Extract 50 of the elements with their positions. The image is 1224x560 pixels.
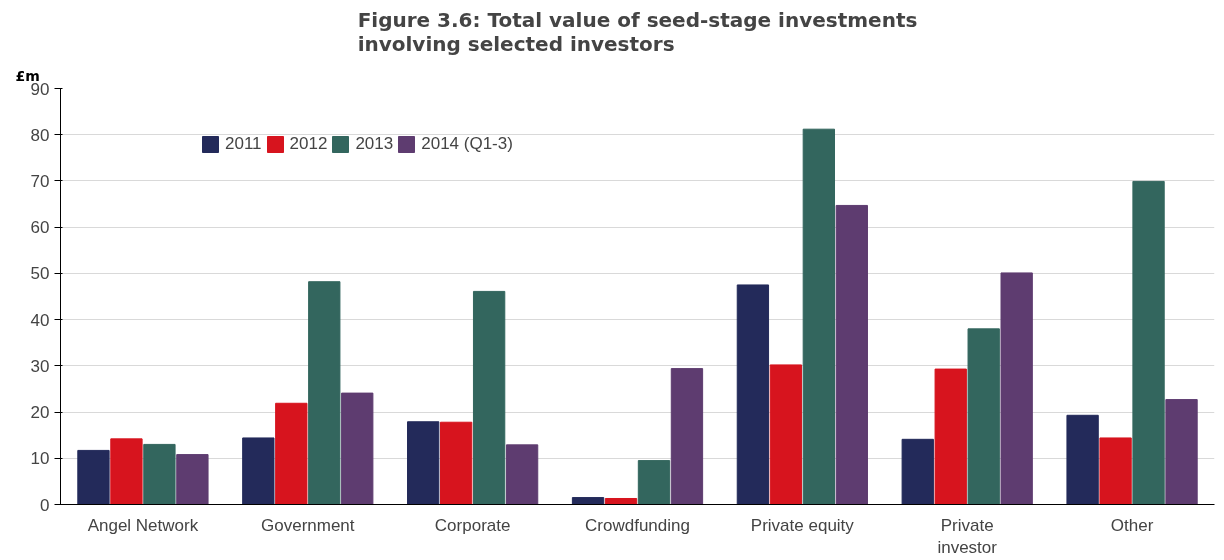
bar [143, 443, 176, 505]
x-tick-label: Other [1110, 515, 1154, 535]
bar [1132, 180, 1165, 505]
bar [967, 328, 1000, 505]
y-axis-title: £m [15, 67, 40, 84]
bar [1066, 414, 1099, 505]
bar [1165, 399, 1198, 505]
x-tick-label: Private investor [937, 515, 998, 558]
y-tick-label: 60 [30, 218, 50, 238]
bar [1099, 437, 1132, 505]
y-tick-label: 50 [30, 264, 50, 284]
y-tick-label: 30 [30, 356, 50, 376]
bar [308, 281, 341, 505]
bar [505, 444, 539, 505]
bar [176, 454, 209, 505]
bar [934, 368, 967, 505]
y-tick-label: 0 [40, 495, 50, 515]
bar [440, 421, 473, 505]
bar [769, 364, 803, 505]
bar [472, 290, 506, 505]
chart-title: Figure 3.6: Total value of seed-stage investments involving selected investors [357, 7, 918, 56]
legend-label: 2011 [225, 134, 262, 154]
bar [835, 204, 868, 505]
legend-label: 2013 [355, 134, 394, 154]
bar [736, 284, 770, 505]
bar [1000, 272, 1033, 505]
x-tick-label: Corporate [434, 515, 511, 535]
bar [604, 497, 638, 505]
bar [341, 392, 374, 505]
x-tick-label: Crowdfunding [585, 515, 690, 535]
x-tick-label: Angel Network [87, 515, 199, 535]
x-tick-label: Government [261, 515, 355, 535]
x-tick-label: Private equity [750, 515, 855, 535]
y-tick-label: 10 [30, 449, 50, 469]
bar [242, 437, 275, 505]
bar [571, 497, 605, 505]
bar [670, 368, 704, 505]
bar [407, 421, 440, 505]
bar [637, 460, 671, 505]
y-tick-label: 80 [30, 125, 50, 145]
bar [110, 438, 143, 505]
bar [77, 449, 110, 505]
bar [901, 438, 934, 505]
y-tick-label: 40 [30, 310, 50, 330]
y-tick-label: 70 [30, 171, 50, 191]
bar [275, 402, 308, 505]
legend-label: 2012 [289, 134, 328, 154]
y-tick-label: 20 [30, 403, 50, 423]
bar [802, 128, 835, 505]
legend-label: 2014 (Q1-3) [421, 134, 513, 154]
